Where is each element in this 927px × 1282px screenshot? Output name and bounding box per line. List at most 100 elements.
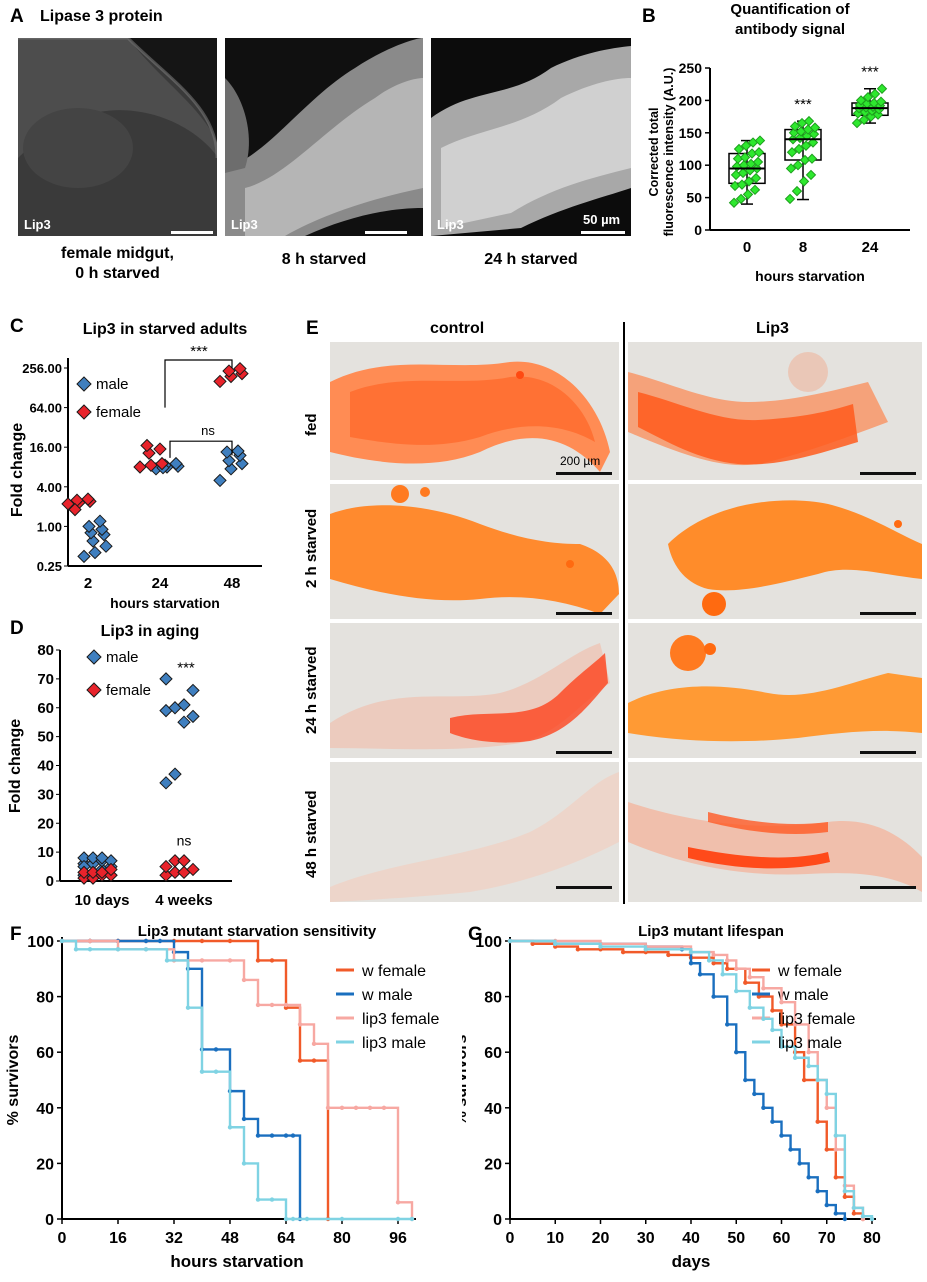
significance-label: ns — [201, 423, 215, 438]
x-tick-label: 24 — [152, 575, 169, 592]
data-point — [785, 163, 797, 174]
y-tick-label: 60 — [37, 700, 54, 717]
data-point — [177, 698, 191, 712]
data-point — [806, 1050, 811, 1055]
y-axis-label-text: Fold change — [9, 423, 26, 517]
row-label-48h: 48 h starved — [303, 790, 320, 878]
col-control-label: control — [430, 320, 485, 337]
data-point — [507, 938, 513, 944]
y-tick-label: 50 — [37, 729, 54, 746]
data-point — [213, 473, 227, 488]
data-point — [304, 1216, 310, 1222]
y-tick-label: 0 — [45, 1212, 54, 1229]
data-point — [779, 999, 784, 1005]
data-point — [153, 442, 167, 456]
legend-marker — [86, 649, 102, 665]
data-point — [756, 994, 762, 999]
data-point — [269, 1197, 275, 1202]
chart-f: F Lip3 mutant starvation sensitivity 0 20 40… — [5, 923, 439, 1271]
x-tick-label: 96 — [389, 1230, 407, 1247]
data-point — [752, 156, 764, 168]
data-point — [711, 961, 716, 966]
data-point — [164, 958, 170, 963]
chart-title: Lip3 in starved adults — [83, 321, 248, 338]
data-point — [875, 96, 887, 107]
panel-f-letter: F — [10, 924, 22, 945]
data-point — [159, 859, 173, 874]
data-point — [833, 1133, 838, 1138]
chart-b: B Quantification of antibody signal 0 50 100 1… — [642, 1, 910, 284]
data-point — [753, 147, 765, 158]
data-point — [869, 1216, 875, 1222]
data-point — [99, 539, 113, 553]
data-point — [851, 117, 863, 129]
data-point — [77, 865, 91, 880]
y-axis-label-line: Corrected total — [647, 108, 661, 197]
data-point — [115, 947, 121, 952]
x-axis-label: hours starvation — [170, 1252, 303, 1271]
data-point — [255, 1002, 261, 1008]
data-point — [779, 1044, 784, 1049]
scale-bar — [365, 231, 407, 234]
micrograph-0h-svg — [18, 38, 217, 236]
y-tick-label: 64.00 — [29, 401, 62, 416]
data-point — [199, 958, 205, 963]
micrograph-lip3-fed-svg — [628, 352, 888, 466]
micrograph-control-2h — [330, 484, 619, 619]
data-point — [770, 1027, 775, 1033]
y-tick-label: 100 — [27, 934, 54, 951]
data-point — [168, 865, 182, 880]
y-axis-label-text: % survivors — [5, 1035, 22, 1126]
micrograph-control-24h — [330, 623, 619, 758]
caption-0h-line2: 0 h starved — [75, 265, 160, 282]
data-point — [530, 941, 535, 946]
significance-bracket — [164, 359, 233, 408]
panel-g-letter: G — [468, 924, 483, 945]
legend-label: lip3 male — [362, 1035, 426, 1052]
y-tick-label: 0.25 — [37, 559, 62, 574]
micrograph-lip3-24h — [628, 623, 922, 758]
legend-label: lip3 female — [778, 1011, 855, 1028]
x-tick-label: 0 — [58, 1230, 67, 1247]
scale-bar — [860, 472, 916, 475]
data-point — [734, 988, 739, 994]
chart-g: G Lip3 mutant lifespan 0 20 40 60 80 100 0 10 20 30… — [462, 923, 881, 1271]
data-point — [325, 1105, 331, 1110]
data-point — [797, 1161, 802, 1166]
data-point — [736, 179, 748, 190]
data-point — [739, 152, 751, 163]
data-point — [815, 1119, 820, 1124]
y-tick-label: 100 — [679, 157, 703, 173]
x-tick-label: 16 — [109, 1230, 127, 1247]
data-point — [290, 1216, 296, 1222]
legend-label: w male — [777, 987, 829, 1004]
data-point — [168, 767, 182, 781]
data-point — [876, 83, 888, 94]
y-axis-label: Fold change — [9, 423, 26, 517]
data-point — [792, 159, 804, 171]
data-point — [186, 709, 200, 724]
chart-d: D Lip3 in aging 0 10 20 30 40 50 60 70 80 Fold chan… — [7, 618, 232, 909]
data-point — [311, 1041, 317, 1047]
x-tick-label: 32 — [165, 1230, 183, 1247]
micrograph-control-48h-svg — [330, 772, 619, 902]
scale-bar — [860, 886, 916, 889]
column-divider — [623, 322, 625, 904]
data-point — [81, 492, 95, 506]
data-point — [789, 121, 801, 132]
micrograph-8h-tag: Lip3 — [231, 217, 258, 232]
x-tick-label: 10 days — [74, 892, 129, 909]
data-point — [241, 1116, 247, 1122]
data-point — [241, 1161, 247, 1166]
legend-marker — [86, 682, 102, 698]
y-tick-label: 60 — [484, 1045, 502, 1062]
x-tick-label: 64 — [277, 1230, 295, 1247]
series-line — [510, 939, 847, 1219]
scale-bar — [860, 612, 916, 615]
series-line — [62, 939, 302, 1219]
data-point — [88, 545, 102, 560]
data-point — [339, 1216, 345, 1222]
legend-label: lip3 male — [778, 1035, 842, 1052]
data-point — [706, 958, 712, 963]
significance-label: *** — [794, 96, 812, 113]
